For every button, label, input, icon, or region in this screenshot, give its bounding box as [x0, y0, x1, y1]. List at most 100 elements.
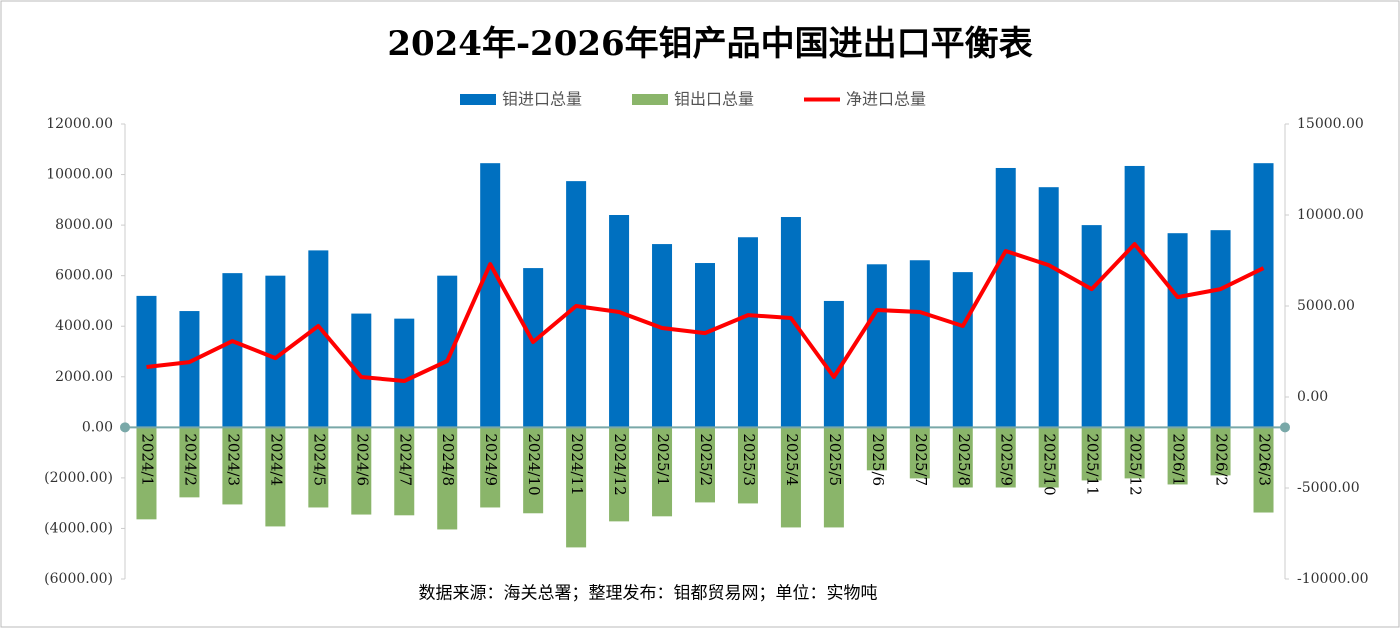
x-tick-label: 2026/1 [1170, 433, 1188, 486]
bar [308, 427, 329, 508]
x-tick-label: 2025/1 [654, 433, 672, 486]
chart-title: 2024年-2026年钼产品中国进出口平衡表 [387, 24, 1032, 64]
legend-label: 钼进口总量 [502, 90, 582, 109]
bar [609, 215, 630, 428]
x-tick-label: 2024/8 [439, 433, 457, 486]
source-note: 数据来源：海关总署；整理发布：钼都贸易网；单位：实物吨 [419, 584, 878, 604]
bar [1253, 427, 1274, 513]
bar [566, 427, 587, 548]
x-tick-label: 2024/7 [396, 433, 414, 486]
bar [265, 275, 286, 428]
bar [394, 427, 415, 516]
bar [909, 427, 930, 479]
bar [179, 311, 200, 428]
y-tick-label: 12000.00 [46, 116, 113, 132]
x-tick-label: 2024/3 [224, 433, 242, 486]
bar [909, 260, 930, 428]
bar [952, 427, 973, 488]
x-tick-label: 2025/5 [826, 433, 844, 486]
y-tick-label: 4000.00 [55, 318, 113, 334]
bar [222, 273, 243, 428]
bar [1210, 230, 1231, 428]
y2-tick-label: 10000.00 [1297, 207, 1364, 223]
y2-tick-label: 0.00 [1297, 389, 1328, 405]
bar [995, 167, 1016, 428]
legend-label: 钼出口总量 [674, 90, 754, 109]
x-tick-label: 2024/4 [267, 433, 285, 486]
bar [995, 427, 1016, 488]
bar [394, 318, 415, 428]
y-tick-label: 6000.00 [55, 268, 113, 284]
bar [652, 427, 673, 517]
bar [480, 163, 501, 428]
bar [1253, 163, 1274, 428]
bar [866, 264, 887, 428]
x-tick-label: 2024/6 [353, 433, 371, 486]
bar [737, 237, 758, 428]
bar [1167, 427, 1188, 485]
bar [222, 427, 243, 505]
y-tick-label: 8000.00 [55, 217, 113, 233]
y2-tick-label: -10000.00 [1297, 571, 1369, 587]
x-tick-label: 2025/9 [998, 433, 1016, 486]
y-tick-label: (2000.00) [44, 470, 113, 486]
x-tick-label: 2024/9 [482, 433, 500, 486]
bar [866, 427, 887, 471]
x-tick-label: 2025/11 [1084, 433, 1102, 495]
bar [1210, 427, 1231, 476]
axis-end [120, 422, 130, 433]
y-tick-label: (6000.00) [44, 571, 113, 587]
bar [652, 244, 673, 428]
bar [1124, 165, 1145, 428]
bar [695, 263, 715, 428]
bar [1167, 233, 1188, 428]
x-tick-label: 2025/3 [740, 433, 758, 486]
x-tick-label: 2025/12 [1127, 433, 1145, 495]
x-tick-label: 2025/10 [1041, 433, 1059, 495]
x-tick-label: 2025/7 [912, 433, 930, 486]
bar [136, 427, 157, 520]
axis-end [1280, 422, 1290, 433]
bar [695, 427, 715, 503]
y-tick-label: (4000.00) [44, 520, 113, 536]
bar [308, 250, 329, 428]
y-tick-label: 0.00 [82, 419, 113, 435]
bar [351, 313, 372, 428]
x-tick-label: 2024/12 [611, 433, 629, 495]
bar [351, 427, 372, 515]
bar [1081, 225, 1102, 428]
y-tick-label: 2000.00 [55, 369, 113, 385]
x-tick-label: 2025/4 [783, 433, 801, 486]
bar [179, 427, 200, 498]
x-tick-label: 2025/8 [955, 433, 973, 486]
x-tick-label: 2024/11 [568, 433, 586, 495]
x-tick-label: 2026/3 [1256, 433, 1274, 486]
y2-tick-label: 5000.00 [1297, 298, 1355, 314]
bar [437, 275, 458, 428]
bar [609, 427, 630, 522]
bar [1038, 427, 1059, 488]
bar [823, 300, 844, 428]
x-tick-label: 2024/10 [525, 433, 543, 495]
bar [523, 427, 544, 514]
x-tick-label: 2024/5 [310, 433, 328, 486]
x-tick-label: 2025/6 [869, 433, 887, 486]
bar [437, 427, 458, 530]
x-tick-label: 2024/2 [181, 433, 199, 486]
x-tick-label: 2024/1 [138, 433, 156, 486]
bar [780, 217, 801, 428]
bar [1038, 187, 1059, 428]
bar [1124, 427, 1145, 479]
x-tick-label: 2026/2 [1213, 433, 1231, 486]
legend-swatch [460, 94, 496, 105]
bar [823, 427, 844, 528]
bar [1081, 427, 1102, 481]
bar [780, 427, 801, 528]
legend-label: 净进口总量 [846, 90, 926, 109]
bar [952, 272, 973, 428]
bar [136, 295, 157, 428]
bar [480, 427, 501, 508]
y2-tick-label: 15000.00 [1297, 116, 1364, 132]
bar [737, 427, 758, 504]
